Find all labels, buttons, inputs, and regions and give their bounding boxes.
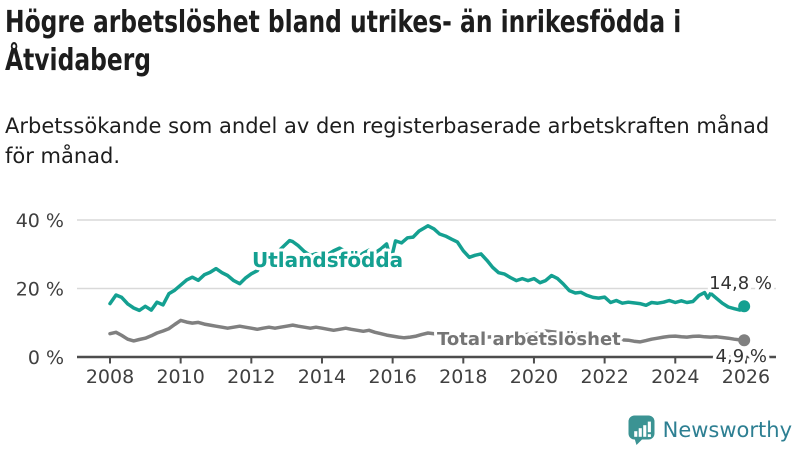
x-tick-label: 2010 bbox=[156, 366, 204, 388]
x-tick-label: 2014 bbox=[298, 366, 346, 388]
y-tick-label: 20 % bbox=[16, 279, 64, 301]
x-tick-label: 2020 bbox=[510, 366, 558, 388]
x-tick-label: 2008 bbox=[86, 366, 134, 388]
title-line-1: Högre arbetslöshet bland utrikes- än inr… bbox=[5, 5, 682, 40]
header: Högre arbetslöshet bland utrikes- än inr… bbox=[5, 4, 800, 80]
annotations-layer: Utlandsfödda Total arbetslöshet 14,8 % 4… bbox=[249, 245, 776, 371]
gridlines-layer bbox=[77, 219, 776, 290]
series-label-utlandsfodda: Utlandsfödda bbox=[252, 248, 403, 272]
newsworthy-logo[interactable]: Newsworthy bbox=[628, 415, 792, 445]
x-tick-label: 2018 bbox=[439, 366, 487, 388]
series-end-dot-1 bbox=[738, 334, 751, 347]
x-tick-labels: 2008 2010 2012 2014 2016 2018 2020 2022 2024 2026 bbox=[86, 366, 770, 388]
page-title: Högre arbetslöshet bland utrikes- än inr… bbox=[5, 4, 800, 80]
x-tick-label: 2024 bbox=[651, 366, 699, 388]
x-tick-label: 2022 bbox=[580, 366, 628, 388]
title-line-2: Åtvidaberg bbox=[5, 43, 152, 78]
axis-layer bbox=[77, 355, 776, 364]
x-tick-label: 2016 bbox=[368, 366, 416, 388]
series-end-dot-0 bbox=[738, 300, 751, 313]
newsworthy-bubble-barchart-icon bbox=[628, 415, 655, 445]
x-tick-label: 2026 bbox=[722, 366, 770, 388]
x-tick-label: 2012 bbox=[227, 366, 275, 388]
y-tick-label: 0 % bbox=[28, 347, 64, 369]
series-label-total-arbetsloshet: Total arbetslöshet bbox=[437, 329, 621, 350]
series-line-0 bbox=[108, 224, 746, 313]
y-tick-label: 40 % bbox=[16, 210, 64, 232]
end-value-label-total: 4,9 % bbox=[716, 346, 767, 367]
y-tick-labels: 0 % 20 % 40 % bbox=[16, 210, 64, 369]
subtitle-line-2: för månad. bbox=[5, 144, 121, 168]
chart-subtitle: Arbetssökande som andel av den registerb… bbox=[5, 111, 769, 171]
newsworthy-logo-text: Newsworthy bbox=[662, 418, 792, 442]
end-value-label-utlandsfodda: 14,8 % bbox=[709, 273, 772, 294]
series-layer bbox=[108, 224, 751, 347]
series-line-1 bbox=[108, 318, 746, 344]
subtitle-line-1: Arbetssökande som andel av den registerb… bbox=[5, 114, 770, 138]
